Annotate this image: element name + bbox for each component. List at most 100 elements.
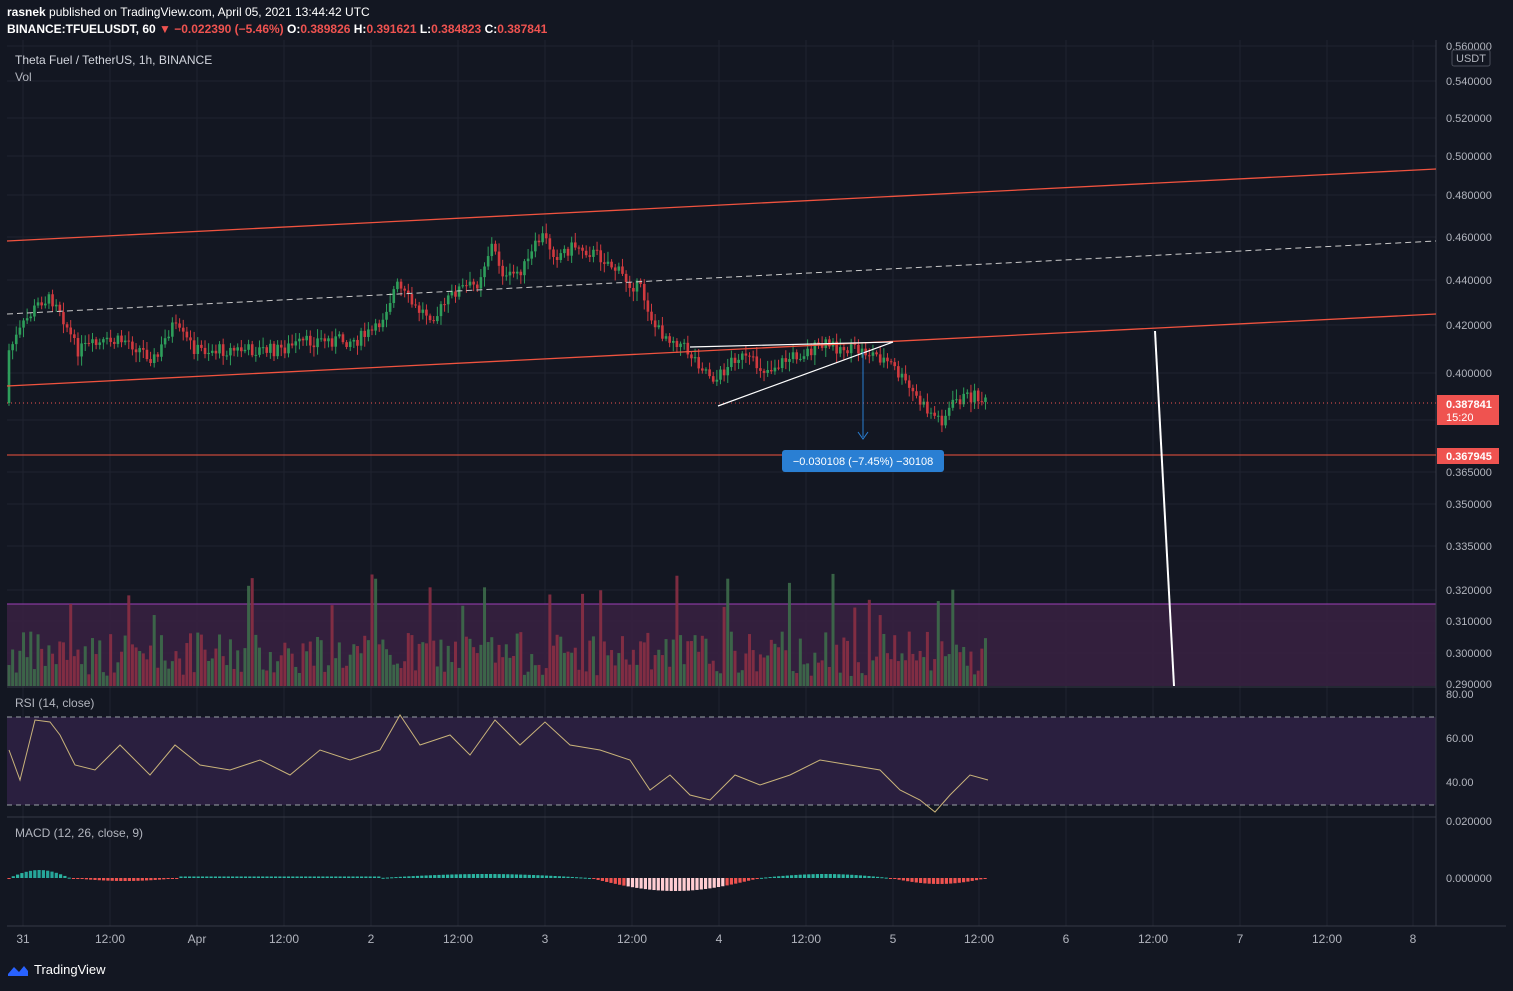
candle-body xyxy=(475,284,479,289)
pair-legend[interactable]: Theta Fuel / TetherUS, 1h, BINANCE xyxy=(15,53,213,67)
volume-bar xyxy=(610,650,614,686)
macd-bar xyxy=(166,878,170,880)
volume-bar xyxy=(751,650,755,686)
volume-bar xyxy=(40,648,44,686)
volume-bar xyxy=(439,639,443,686)
macd-tick-label: 0.020000 xyxy=(1446,816,1492,828)
candle-body xyxy=(22,320,25,328)
candle-body xyxy=(857,344,860,354)
candle-body xyxy=(229,347,232,356)
candle-body xyxy=(65,324,69,328)
currency-box xyxy=(1451,49,1491,67)
candle-body xyxy=(356,339,359,346)
volume-bar xyxy=(639,641,643,686)
triangle-top-line[interactable] xyxy=(689,341,894,348)
volume-bar xyxy=(355,646,359,686)
candle-body xyxy=(468,281,472,286)
volume-bar xyxy=(337,642,341,686)
volume-bar xyxy=(620,636,624,686)
macd-bar xyxy=(884,877,888,879)
volume-bar xyxy=(392,664,396,686)
volume-bar xyxy=(381,639,385,686)
macd-bar xyxy=(764,877,768,879)
volume-bar xyxy=(842,637,846,686)
volume-bar xyxy=(660,655,664,686)
time-tick-label: 12:00 xyxy=(964,932,994,946)
candle-body xyxy=(465,285,468,287)
candle-body xyxy=(632,287,635,292)
channel-mid-line[interactable] xyxy=(6,240,1437,315)
candle-body xyxy=(163,338,167,345)
macd-bar xyxy=(742,878,746,882)
tradingview-brand[interactable]: TradingView xyxy=(7,962,106,977)
candle-body xyxy=(897,366,900,378)
triangle-bottom-line[interactable] xyxy=(717,341,894,407)
macd-bar xyxy=(944,878,948,884)
time-axis[interactable]: 31 12:00 Apr 12:00 2 12:00 3 12:00 4 12:00 5 12:00 6… xyxy=(16,932,1416,946)
macd-bar xyxy=(458,874,463,878)
macd-bar xyxy=(433,875,437,878)
macd-bar xyxy=(390,877,394,879)
volume-bar xyxy=(780,631,784,686)
price-tick-label: 0.350000 xyxy=(1446,499,1492,511)
high-label: H: xyxy=(353,22,367,36)
volume-bar xyxy=(679,635,683,686)
macd-bar xyxy=(183,876,187,878)
macd-bar xyxy=(815,874,819,878)
macd-bar xyxy=(583,877,587,879)
channel-lower-line[interactable] xyxy=(6,313,1437,387)
candle-body xyxy=(868,355,871,357)
measure-label: −0.030108 (−7.45%) −30108 xyxy=(793,456,933,468)
volume-bar xyxy=(718,673,722,686)
volume-bar xyxy=(635,664,639,686)
candle-body xyxy=(889,361,893,363)
time-tick-label: 31 xyxy=(16,932,30,946)
macd-bar xyxy=(686,878,690,891)
candle-body xyxy=(167,336,171,339)
macd-bar xyxy=(441,874,445,878)
macd-bar xyxy=(768,877,772,879)
candle-body xyxy=(36,302,40,306)
candle-body xyxy=(497,251,501,266)
candle-body xyxy=(443,304,446,306)
macd-bar xyxy=(54,872,58,878)
macd-legend[interactable]: MACD (12, 26, close, 9) xyxy=(15,826,144,840)
macd-bar xyxy=(450,874,454,878)
candle-body xyxy=(675,340,679,348)
channel-upper-line[interactable] xyxy=(6,168,1437,242)
volume-bar xyxy=(915,660,918,686)
macd-bar xyxy=(553,876,557,878)
volume-bar xyxy=(900,653,904,686)
macd-bar xyxy=(291,876,295,878)
volume-bar xyxy=(7,665,11,686)
volume-bar xyxy=(127,595,131,686)
volume-bar xyxy=(755,671,759,686)
macd-bar xyxy=(209,876,213,878)
rsi-legend[interactable]: RSI (14, close) xyxy=(15,696,95,710)
macd-bar xyxy=(893,878,897,879)
macd-bar xyxy=(759,877,764,879)
time-tick-label: 4 xyxy=(716,932,723,946)
macd-bar xyxy=(265,876,269,878)
macd-bar xyxy=(506,874,510,878)
candle-body xyxy=(210,350,214,353)
vol-legend[interactable]: Vol xyxy=(15,70,32,84)
candle-body xyxy=(559,253,563,260)
candle-body xyxy=(748,355,751,357)
projection-line[interactable] xyxy=(1154,330,1175,687)
macd-bar xyxy=(519,874,523,878)
volume-bar xyxy=(519,632,523,686)
candle-body xyxy=(842,347,846,351)
macd-bar xyxy=(317,876,321,878)
candle-body xyxy=(799,358,802,360)
volume-bar xyxy=(61,642,65,686)
macd-bar xyxy=(149,878,153,881)
volume-bar xyxy=(816,662,820,686)
candle-body xyxy=(835,341,838,354)
macd-bar xyxy=(153,878,157,880)
candle-body xyxy=(642,283,646,301)
macd-bar xyxy=(510,874,514,878)
macd-bar xyxy=(841,874,845,878)
rsi-tick-label: 60.00 xyxy=(1446,733,1474,745)
